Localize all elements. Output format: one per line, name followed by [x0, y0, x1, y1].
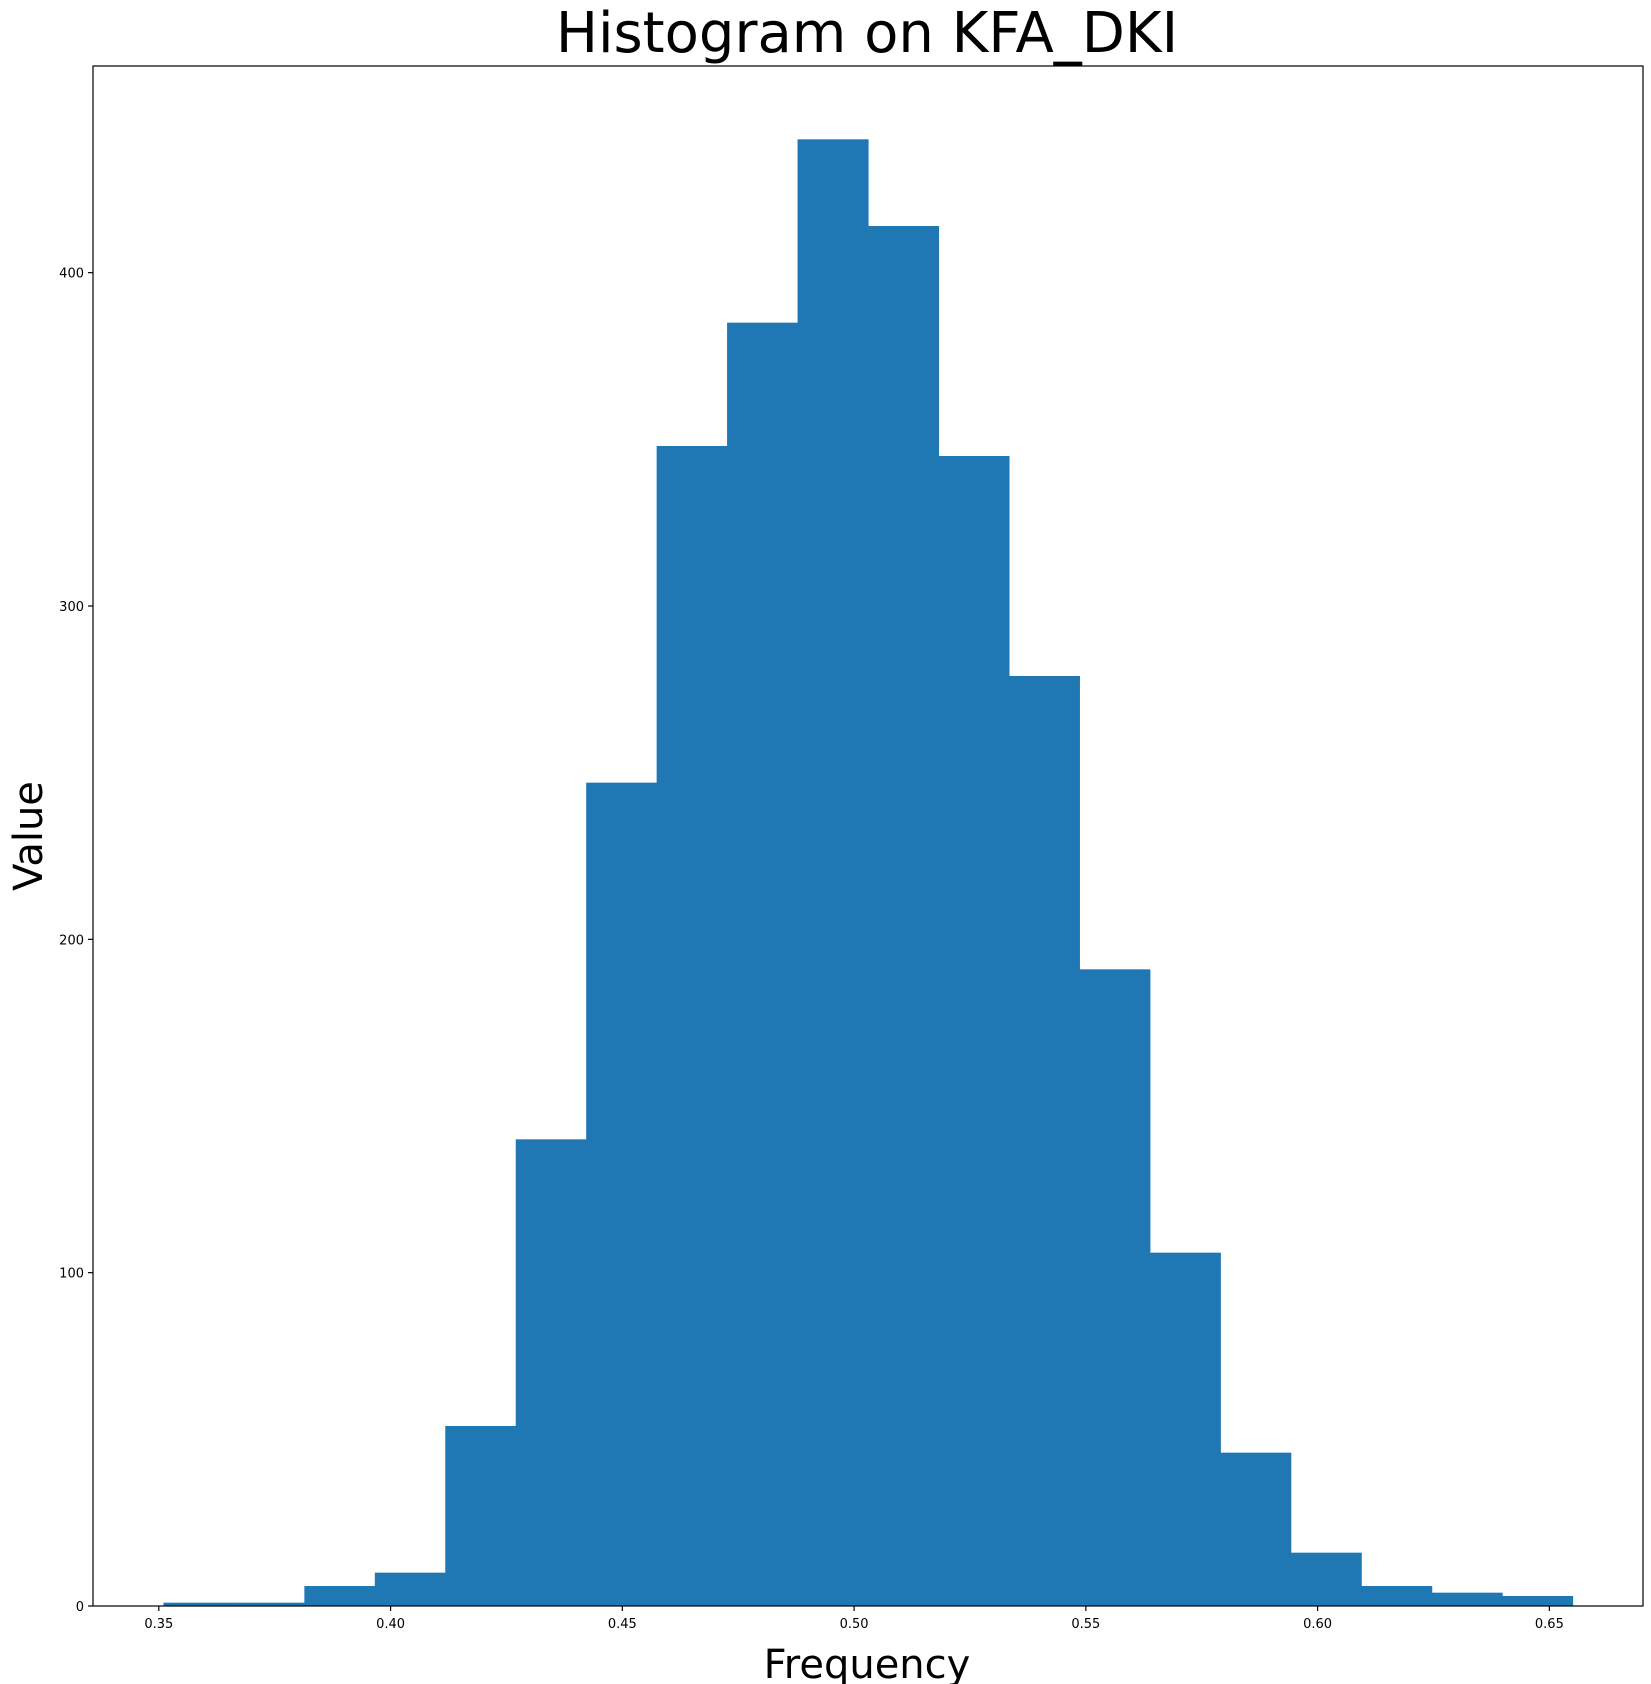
- histogram-bar: [163, 1602, 235, 1606]
- histogram-bar: [727, 322, 799, 1606]
- y-tick-label: 0: [76, 1600, 84, 1615]
- x-tick-label: 0.45: [608, 1617, 637, 1632]
- histogram-bar: [445, 1426, 517, 1606]
- histogram-bar: [1361, 1586, 1433, 1606]
- histogram-bar: [515, 1139, 587, 1606]
- histogram-bar: [1431, 1592, 1503, 1606]
- x-axis-ticks: 0.35 0.40 0.45 0.50 0.55 0.60 0.65: [144, 1606, 1564, 1632]
- histogram-bar: [797, 139, 869, 1607]
- histogram-bar: [374, 1572, 446, 1606]
- y-axis-ticks: 0 100 200 300 400: [59, 267, 93, 1615]
- histogram-bar: [233, 1602, 305, 1606]
- x-tick-label: 0.65: [1535, 1617, 1564, 1632]
- histogram-bar: [656, 446, 728, 1606]
- plot-frame: [92, 65, 1644, 1607]
- histogram-bar: [1220, 1452, 1292, 1606]
- y-tick-label: 100: [59, 1267, 84, 1282]
- histogram-bar: [1149, 1252, 1221, 1606]
- x-tick-label: 0.60: [1303, 1617, 1332, 1632]
- y-tick-label: 400: [59, 267, 84, 282]
- histogram-bar: [1290, 1552, 1362, 1606]
- chart-title: Histogram on KFA_DKI: [556, 1, 1178, 66]
- histogram-bar: [586, 782, 658, 1606]
- histogram-bars: [163, 139, 1574, 1607]
- y-tick-label: 200: [59, 933, 84, 948]
- x-tick-label: 0.55: [1071, 1617, 1100, 1632]
- histogram-bar: [1502, 1596, 1574, 1606]
- histogram-bar: [938, 456, 1010, 1606]
- histogram-bar: [868, 226, 940, 1606]
- histogram-bar: [304, 1586, 376, 1606]
- x-axis-label: Frequency: [764, 1642, 971, 1684]
- histogram-bar: [1008, 676, 1080, 1606]
- histogram-bar: [1079, 969, 1151, 1606]
- x-tick-label: 0.40: [376, 1617, 405, 1632]
- x-tick-label: 0.50: [840, 1617, 869, 1632]
- y-tick-label: 300: [59, 600, 84, 615]
- y-axis-label: Value: [6, 781, 52, 891]
- x-tick-label: 0.35: [144, 1617, 173, 1632]
